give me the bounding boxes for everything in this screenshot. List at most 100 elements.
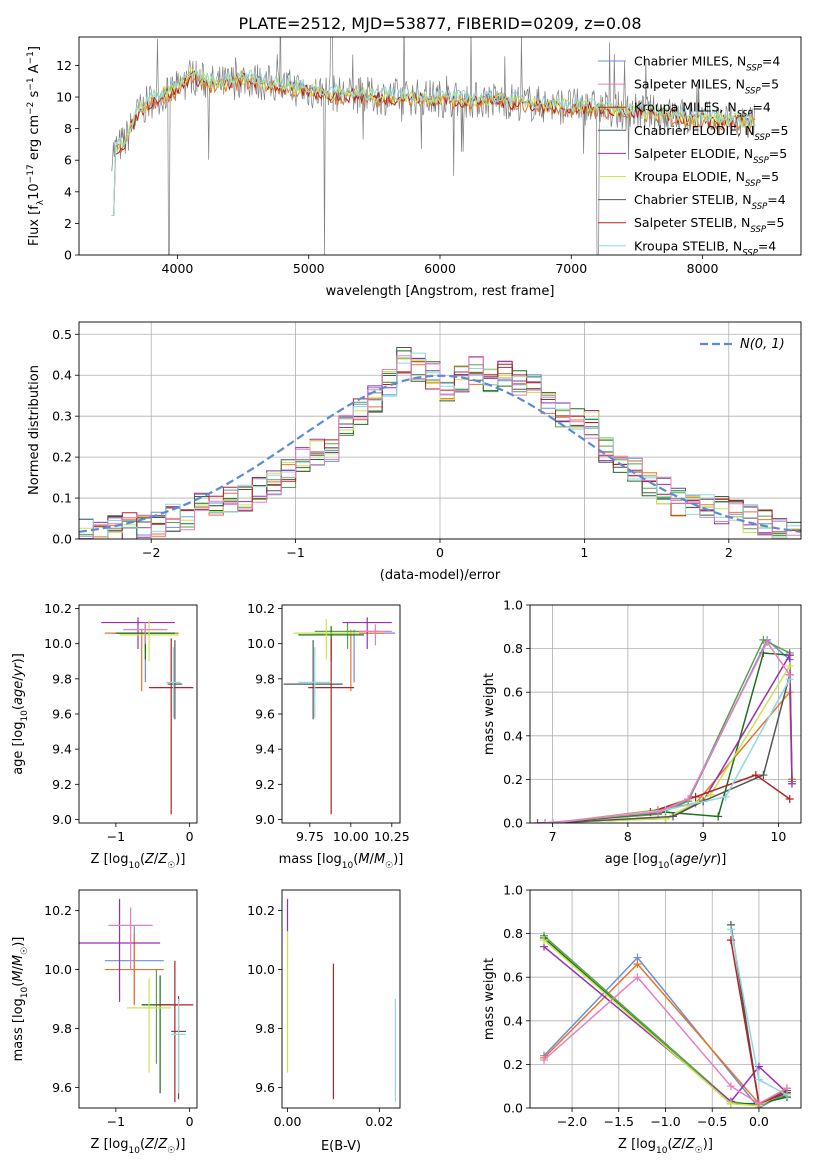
x-tick-label: 10.00 xyxy=(333,829,369,844)
x-axis-label: wavelength [Angstrom, rest frame] xyxy=(326,284,555,299)
chart-weight-vs-age: 7 8 9 10 0.0 0.2 0.4 0.6 0.8 1.0 age [log10(age/yr… xyxy=(482,598,802,871)
x-tick-label: 5000 xyxy=(293,261,325,276)
axes-frame xyxy=(78,889,198,1109)
x-axis-label: E(B-V) xyxy=(321,1139,361,1154)
y-tick-label: 9.8 xyxy=(52,671,72,686)
x-tick-label: 10.25 xyxy=(374,829,410,844)
y-tick-label: 0.6 xyxy=(503,970,523,985)
y-tick-label: 1.0 xyxy=(503,883,523,898)
y-tick-label: 10.2 xyxy=(247,601,275,616)
y-tick-label: 0.4 xyxy=(52,368,72,383)
y-tick-label: 9.0 xyxy=(255,812,275,827)
x-tick-label: 0.02 xyxy=(365,1114,393,1129)
plot-area xyxy=(111,37,756,255)
y-tick-label: 10.0 xyxy=(44,636,72,651)
y-tick-label: 2 xyxy=(64,216,72,231)
spectrum-model-line xyxy=(111,68,756,216)
y-tick-label: 0 xyxy=(64,248,72,263)
spectrum-model-line xyxy=(111,66,756,216)
plot-area xyxy=(101,617,194,815)
y-tick-label: 0.5 xyxy=(52,327,72,342)
plot-area xyxy=(79,898,194,1103)
data-point xyxy=(661,814,670,823)
legend-entry: Chabrier STELIB, NSSP=4 xyxy=(634,192,786,212)
x-tick-label: 4000 xyxy=(162,261,194,276)
x-tick-label: 10 xyxy=(770,829,786,844)
x-tick-label: −1.0 xyxy=(650,1114,680,1129)
data-point xyxy=(782,1084,791,1093)
histogram-line xyxy=(79,355,801,539)
y-tick-label: 9.6 xyxy=(52,1080,72,1095)
legend-entry: Kroupa MILES, NSSP=4 xyxy=(634,100,771,120)
series-line xyxy=(537,652,793,823)
legend-entry: Kroupa STELIB, NSSP=4 xyxy=(634,238,776,258)
y-tick-label: 0.2 xyxy=(503,1057,523,1072)
x-tick-label: 2 xyxy=(725,545,733,560)
y-tick-label: 9.6 xyxy=(255,1080,275,1095)
x-tick-label: −1 xyxy=(286,545,304,560)
y-tick-label: 1.0 xyxy=(503,598,523,613)
y-tick-label: 0.4 xyxy=(503,728,523,743)
data-point xyxy=(754,1075,763,1084)
x-tick-label: 0.0 xyxy=(749,1114,769,1129)
data-point xyxy=(787,779,796,788)
legend-entry: Salpeter ELODIE, NSSP=5 xyxy=(634,146,787,166)
data-point xyxy=(751,771,760,780)
data-point xyxy=(533,819,542,823)
series-line xyxy=(545,640,791,823)
y-axis-label: Normed distribution xyxy=(27,365,42,495)
data-point xyxy=(541,819,550,823)
y-tick-label: 0.0 xyxy=(503,1101,523,1116)
legend-entry: Salpeter MILES, NSSP=5 xyxy=(634,77,779,97)
x-tick-label: −0.5 xyxy=(697,1114,727,1129)
x-axis-label: mass [log10(M/M☉)] xyxy=(279,852,404,871)
data-point xyxy=(669,812,678,821)
series-line xyxy=(543,946,788,1103)
x-tick-label: 1 xyxy=(580,545,588,560)
x-tick-label: 7000 xyxy=(555,261,587,276)
data-point xyxy=(653,808,662,817)
y-tick-label: 9.0 xyxy=(52,812,72,827)
data-point xyxy=(726,1082,735,1091)
x-tick-label: 0 xyxy=(186,1114,194,1129)
data-point xyxy=(540,1056,549,1065)
y-axis-label: mass weight xyxy=(482,673,497,755)
x-axis-label: (data-model)/error xyxy=(380,568,501,583)
data-point xyxy=(714,812,723,821)
series-line xyxy=(543,937,788,1105)
chart-spectrum: 4000 5000 6000 7000 8000 0 2 4 6 8 10 12 Flux [fλ10−… xyxy=(26,36,802,299)
data-point xyxy=(721,792,730,801)
chart-age-vs-mass: 9.75 10.00 10.25 9.0 9.2 9.4 9.6 9.8 10.0 10.2 mas… xyxy=(247,601,410,871)
legend-entry: Kroupa ELODIE, NSSP=5 xyxy=(634,169,779,189)
y-tick-label: 0.8 xyxy=(503,926,523,941)
legend-entry: Chabrier MILES, NSSP=4 xyxy=(634,54,780,74)
x-axis-label: Z [log10(Z/Z☉)] xyxy=(618,1137,713,1156)
y-tick-label: 0.2 xyxy=(503,772,523,787)
x-tick-label: −2 xyxy=(142,545,160,560)
x-tick-label: 0 xyxy=(186,829,194,844)
legend-entry: Salpeter STELIB, NSSP=5 xyxy=(634,215,784,235)
data-point xyxy=(540,936,549,945)
series-line xyxy=(552,674,791,823)
x-axis-label: Z [log10(Z/Z☉)] xyxy=(91,1137,186,1156)
data-point xyxy=(754,1099,763,1108)
data-point xyxy=(785,651,794,660)
data-point xyxy=(785,662,794,671)
y-tick-label: 0.2 xyxy=(52,450,72,465)
y-tick-label: 0.0 xyxy=(52,532,72,547)
y-tick-label: 10.0 xyxy=(44,962,72,977)
y-tick-label: 0.4 xyxy=(503,1013,523,1028)
axes-frame xyxy=(281,604,401,824)
y-tick-label: 9.8 xyxy=(255,671,275,686)
y-axis-label: mass [log10(M/M☉)] xyxy=(11,937,30,1062)
data-point xyxy=(633,973,642,982)
y-tick-label: 9.8 xyxy=(255,1021,275,1036)
y-tick-label: 8 xyxy=(64,121,72,136)
y-tick-label: 9.8 xyxy=(52,1021,72,1036)
y-tick-label: 0.1 xyxy=(52,491,72,506)
chart-residuals: −2 −1 0 1 2 0.0 0.1 0.2 0.3 0.4 0.5 N(0, 1) (data-mo… xyxy=(27,321,802,583)
x-tick-label: 8 xyxy=(624,829,632,844)
y-tick-label: 9.6 xyxy=(52,707,72,722)
